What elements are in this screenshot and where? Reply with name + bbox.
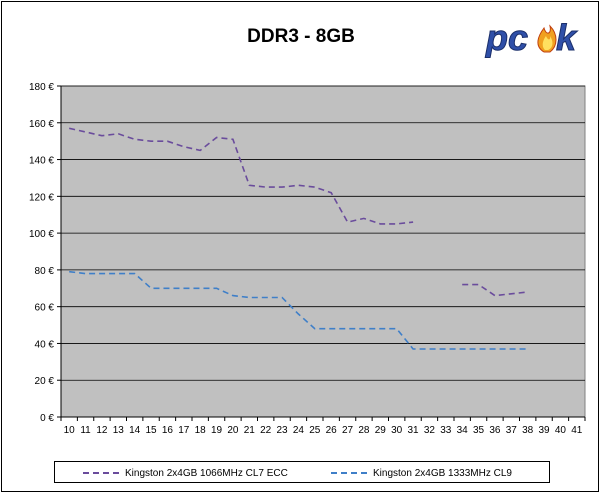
x-tick-label: 27 [342,425,354,436]
y-tick-label: 20 € [35,376,55,387]
x-tick-label: 17 [178,425,190,436]
legend-swatch-series-2 [331,472,367,474]
x-tick-label: 14 [129,425,141,436]
plot-area [60,85,586,418]
svg-text:k: k [556,17,578,58]
y-tick-label: 100 € [29,229,54,240]
y-axis-ticks: 0 € 20 € 40 € 60 € 80 € 100 € 120 € 140 € 160 € 1… [29,82,61,424]
x-axis-ticks: 10 11 12 13 14 15 16 17 18 19 20 21 22 23 24 25 26 27 28 29… [60,417,586,436]
y-tick-label: 120 € [29,192,54,203]
x-tick-label: 35 [473,425,485,436]
x-tick-label: 37 [506,425,518,436]
x-tick-label: 41 [571,425,583,436]
x-tick-label: 38 [522,425,534,436]
y-tick-label: 160 € [29,119,54,130]
y-tick-label: 0 € [40,413,54,424]
x-tick-label: 29 [375,425,387,436]
x-tick-label: 15 [146,425,158,436]
chart-title: DDR3 - 8GB [247,26,355,47]
x-tick-label: 22 [260,425,272,436]
legend-label-series-1: Kingston 2x4GB 1066MHz CL7 ECC [125,467,288,479]
x-tick-label: 28 [358,425,370,436]
x-tick-label: 26 [326,425,338,436]
x-tick-label: 10 [64,425,76,436]
x-tick-label: 39 [539,425,551,436]
x-tick-label: 20 [227,425,239,436]
x-tick-label: 34 [457,425,469,436]
x-tick-label: 33 [440,425,452,436]
x-tick-label: 13 [113,425,125,436]
legend-item-series-2: Kingston 2x4GB 1333MHz CL9 [331,466,512,480]
x-tick-label: 12 [96,425,108,436]
legend-label-series-2: Kingston 2x4GB 1333MHz CL9 [373,467,512,479]
legend-item-series-1: Kingston 2x4GB 1066MHz CL7 ECC [83,466,288,480]
y-tick-label: 80 € [35,266,55,277]
x-tick-label: 18 [195,425,207,436]
x-tick-label: 16 [162,425,174,436]
series-line-2 [69,270,528,350]
x-tick-label: 23 [277,425,289,436]
series-line-1 [69,127,414,225]
x-tick-label: 25 [309,425,321,436]
series-line-1 [462,283,528,297]
y-tick-label: 140 € [29,156,54,167]
x-tick-label: 32 [424,425,436,436]
svg-text:pc: pc [485,17,528,58]
x-tick-label: 11 [80,425,91,436]
x-tick-label: 36 [489,425,501,436]
legend: Kingston 2x4GB 1066MHz CL7 ECC Kingston … [54,461,550,483]
y-tick-label: 60 € [35,303,55,314]
x-tick-label: 31 [408,425,420,436]
x-tick-label: 19 [211,425,223,436]
y-tick-label: 40 € [35,339,55,350]
pcask-logo: pc k [485,17,579,59]
y-tick-label: 180 € [29,82,54,93]
series-lines [69,127,528,350]
x-tick-label: 21 [244,425,256,436]
x-tick-label: 30 [391,425,403,436]
x-tick-label: 24 [293,425,305,436]
legend-swatch-series-1 [83,472,119,474]
x-tick-label: 40 [555,425,567,436]
